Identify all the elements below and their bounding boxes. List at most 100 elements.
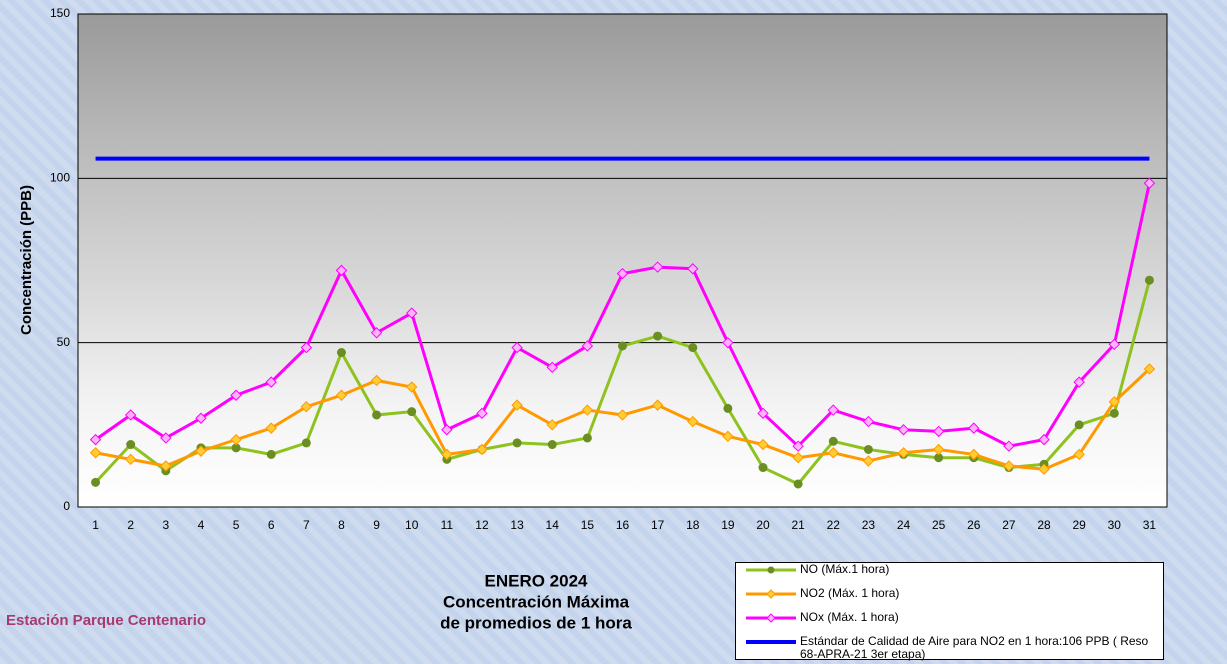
marker — [160, 460, 172, 472]
x-tick-label: 25 — [932, 518, 946, 532]
marker — [687, 263, 699, 275]
x-tick-label: 8 — [338, 518, 345, 532]
legend-marker — [766, 589, 776, 599]
marker — [862, 415, 875, 428]
marker — [230, 433, 242, 446]
marker — [336, 348, 346, 358]
x-tick-label: 31 — [1143, 518, 1157, 532]
marker — [476, 443, 488, 456]
marker — [722, 430, 734, 443]
x-tick-label: 7 — [303, 518, 310, 532]
chart-title: ENERO 2024 — [485, 571, 589, 590]
legend-swatch — [746, 613, 796, 623]
marker — [1003, 460, 1015, 472]
marker — [476, 407, 488, 420]
x-tick-label: 19 — [721, 518, 735, 532]
marker — [1003, 440, 1015, 452]
legend-label: NO (Máx.1 hora) — [800, 562, 890, 576]
marker — [91, 477, 101, 487]
marker — [722, 336, 734, 349]
x-tick-label: 24 — [897, 518, 911, 532]
marker — [616, 409, 629, 421]
marker — [1038, 463, 1050, 475]
marker — [793, 479, 803, 489]
marker — [1143, 177, 1156, 189]
marker — [1108, 338, 1121, 351]
legend-entry: NOx (Máx. 1 hora) — [736, 611, 1163, 635]
legend: NO (Máx.1 hora) NO2 (Máx. 1 hora) NOx (Máx… — [735, 562, 1164, 661]
marker — [653, 331, 663, 341]
x-tick-label: 10 — [405, 518, 419, 532]
x-tick-label: 28 — [1037, 518, 1051, 532]
marker — [792, 440, 804, 452]
marker — [968, 422, 980, 434]
marker — [370, 327, 383, 339]
marker — [335, 264, 348, 277]
legend-entry: Estándar de Calidad de Aire para NO2 en … — [736, 634, 1163, 661]
legend-entry: NO2 (Máx. 1 hora) — [736, 587, 1163, 611]
marker — [1143, 363, 1156, 375]
x-tick-label: 21 — [791, 518, 805, 532]
x-tick-label: 9 — [373, 518, 380, 532]
x-tick-label: 11 — [441, 518, 454, 532]
marker — [195, 445, 207, 457]
marker — [441, 424, 453, 436]
x-tick-label: 16 — [616, 518, 630, 532]
marker — [1108, 396, 1121, 408]
legend-marker — [766, 613, 776, 623]
marker — [688, 343, 698, 353]
y-tick-label: 100 — [50, 171, 70, 185]
marker — [124, 409, 137, 421]
marker — [89, 447, 102, 459]
marker — [1109, 408, 1119, 418]
legend-swatch — [746, 640, 796, 644]
x-tick-label: 13 — [510, 518, 524, 532]
plot-area — [77, 13, 1168, 508]
y-tick-label: 0 — [63, 499, 70, 513]
station-name: Estación Parque Centenario — [6, 612, 206, 629]
x-tick-label: 14 — [546, 518, 560, 532]
marker — [1074, 420, 1084, 430]
marker — [511, 399, 523, 411]
marker — [406, 307, 418, 319]
marker — [441, 448, 453, 461]
marker — [582, 433, 592, 443]
marker — [266, 449, 276, 459]
x-tick-label: 26 — [967, 518, 981, 532]
marker — [757, 438, 769, 451]
marker — [616, 267, 629, 280]
marker — [230, 389, 242, 401]
legend-entry: NO (Máx.1 hora) — [736, 563, 1163, 587]
x-tick-label: 2 — [127, 518, 134, 532]
marker — [195, 412, 207, 424]
marker — [406, 381, 418, 393]
marker — [300, 341, 313, 354]
x-tick-label: 18 — [686, 518, 700, 532]
marker — [932, 425, 945, 438]
legend-marker — [767, 566, 775, 574]
marker — [758, 463, 768, 473]
x-tick-label: 6 — [268, 518, 275, 532]
marker — [828, 436, 838, 446]
marker — [1073, 376, 1085, 388]
marker — [511, 341, 523, 354]
marker — [370, 374, 383, 387]
marker — [546, 361, 558, 374]
legend-label: Estándar de Calidad de Aire para NO2 en … — [800, 634, 1149, 661]
marker — [618, 341, 627, 351]
marker — [372, 410, 382, 420]
legend-label: NO2 (Máx. 1 hora) — [800, 586, 900, 600]
marker — [301, 438, 311, 448]
y-axis-label: Concentración (PPB) — [18, 185, 35, 335]
marker — [651, 399, 664, 411]
marker — [546, 419, 558, 431]
marker — [300, 401, 313, 413]
marker — [1144, 275, 1154, 285]
marker — [792, 451, 804, 464]
marker — [827, 447, 839, 459]
x-tick-label: 23 — [862, 518, 876, 532]
marker — [581, 340, 594, 352]
x-tick-label: 1 — [92, 518, 99, 532]
marker — [407, 407, 417, 417]
